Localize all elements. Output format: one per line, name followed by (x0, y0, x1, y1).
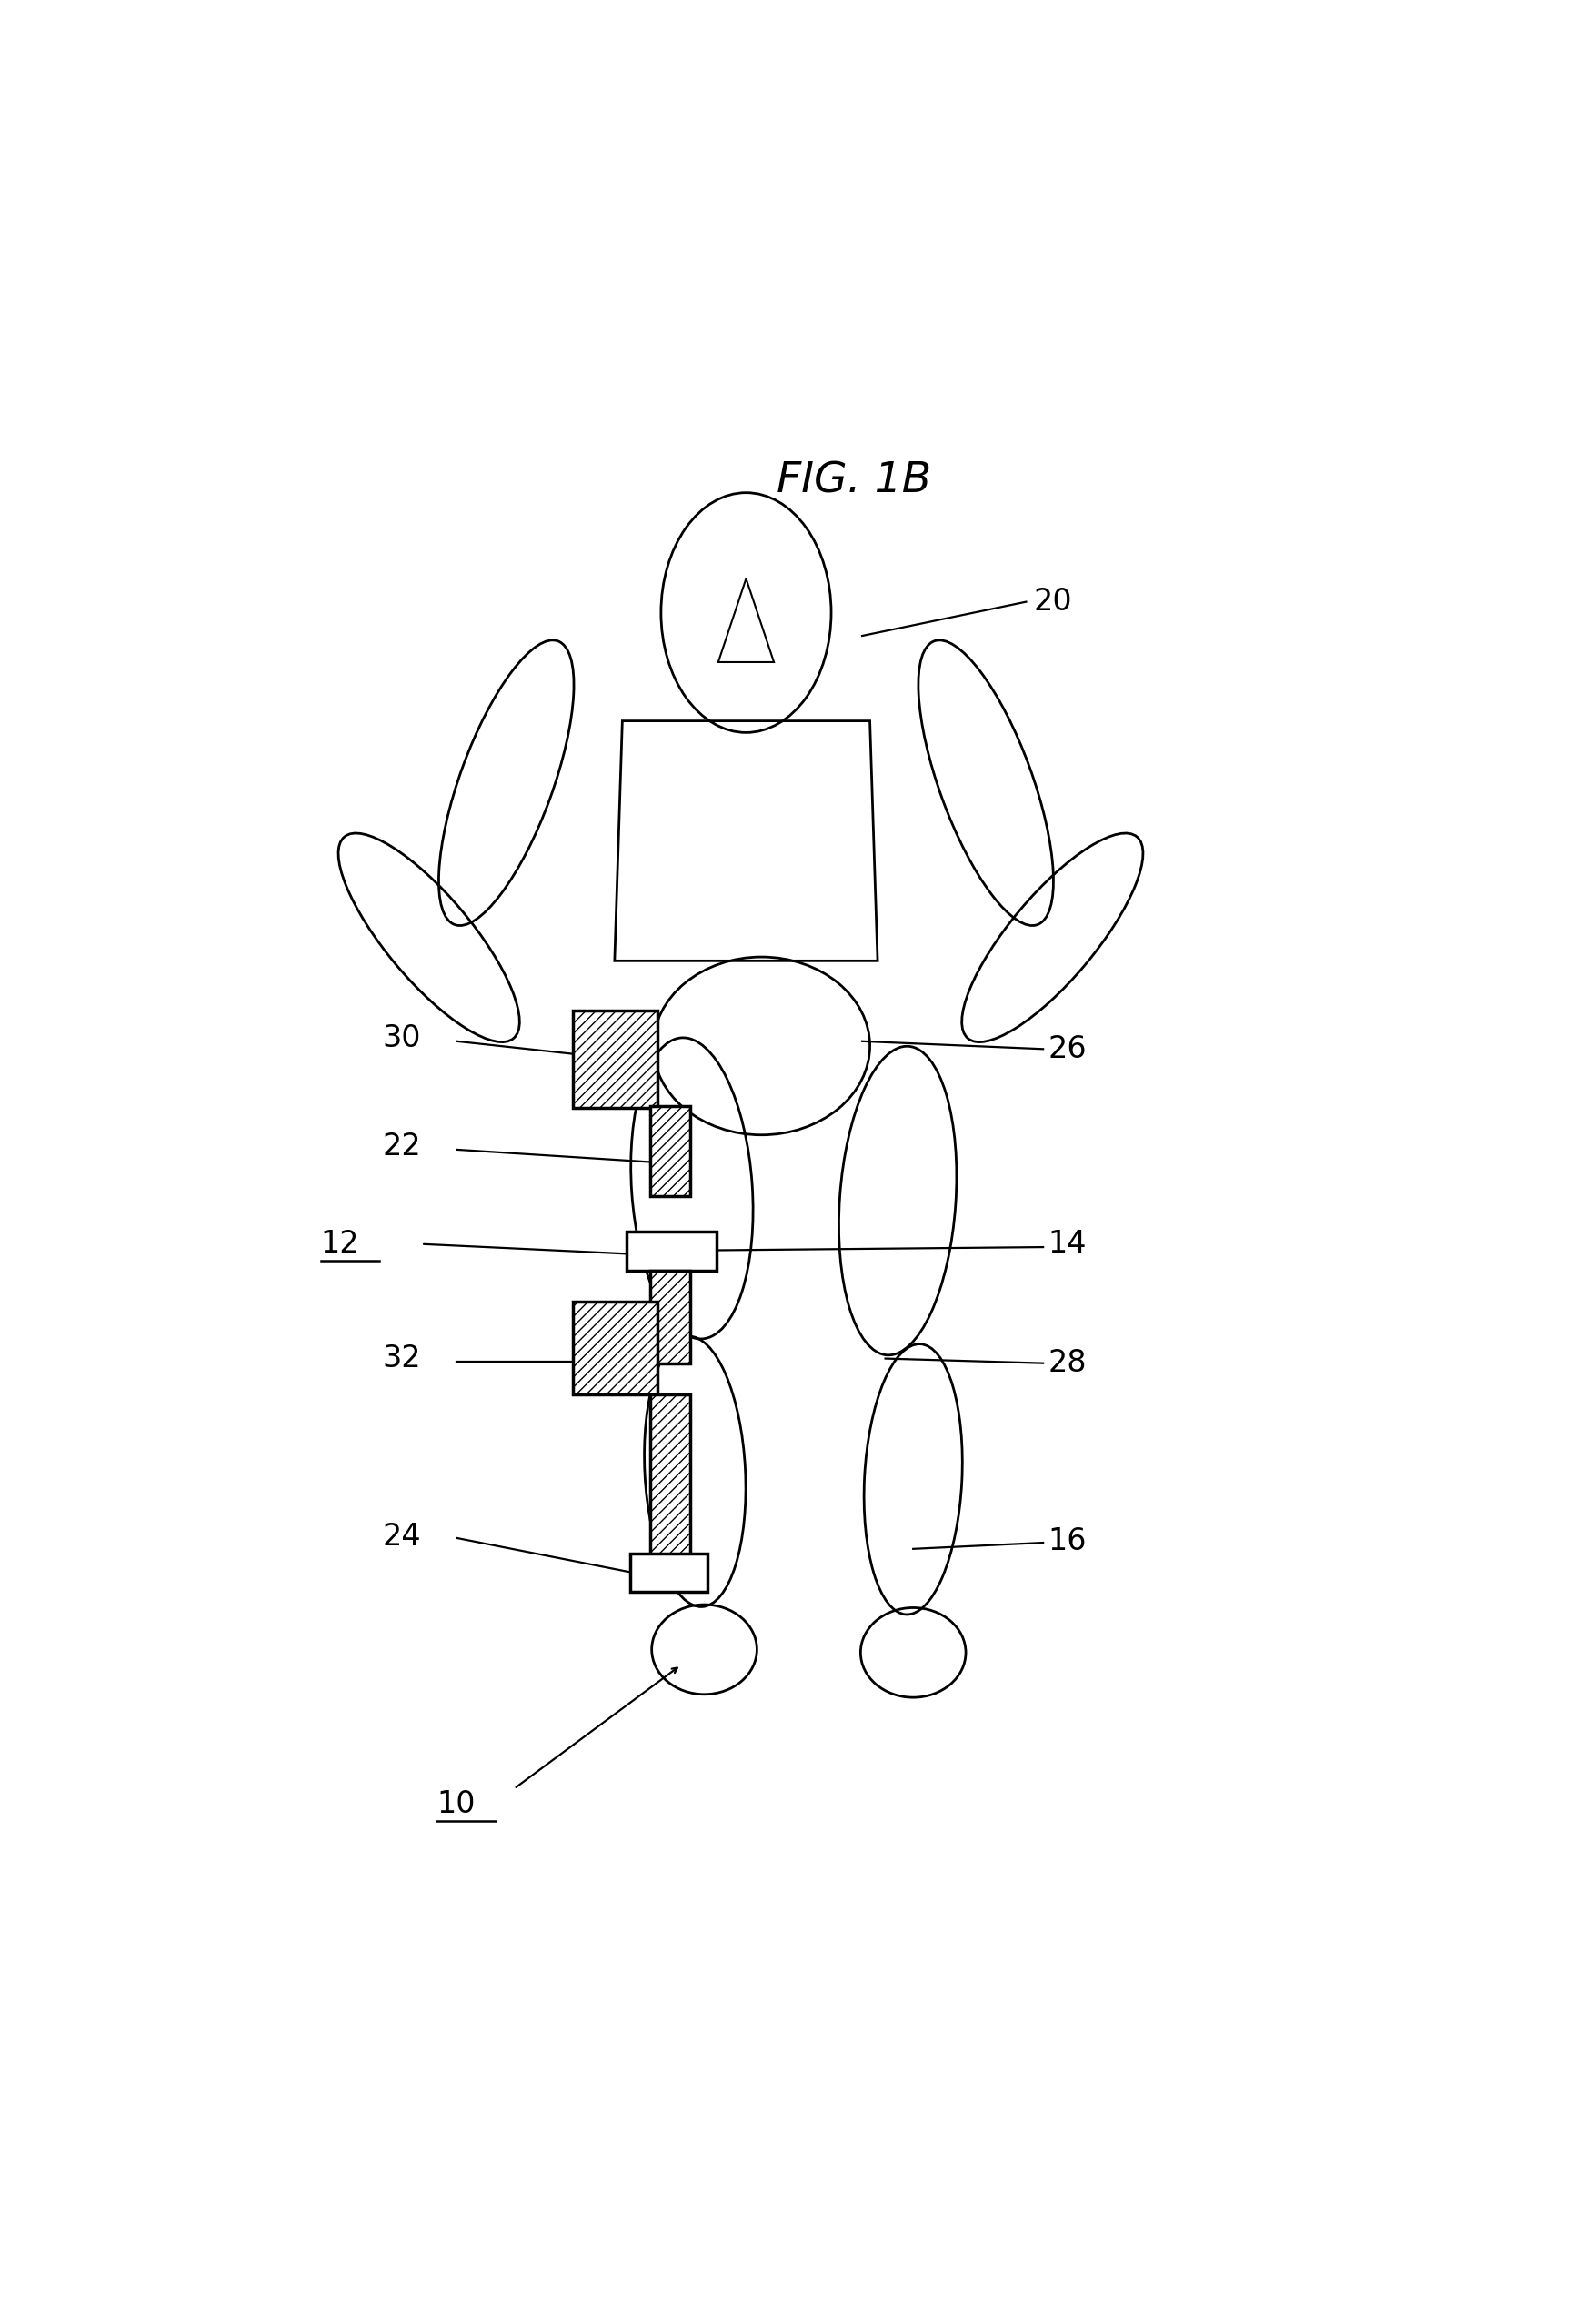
Text: 26: 26 (1048, 1034, 1087, 1064)
Text: 10: 10 (436, 1789, 476, 1820)
Bar (572, 1011, 658, 1109)
Text: 24: 24 (382, 1522, 422, 1552)
Text: 20: 20 (1033, 586, 1073, 616)
Text: FIG. 1B: FIG. 1B (777, 460, 932, 502)
Bar (631, 1552, 707, 1592)
Bar (650, 1394, 691, 1557)
Bar (628, 1232, 716, 1271)
Text: 16: 16 (1048, 1527, 1086, 1557)
Text: 22: 22 (382, 1132, 422, 1162)
Text: 14: 14 (1048, 1229, 1086, 1260)
Bar (650, 1106, 691, 1197)
Bar (572, 1301, 658, 1394)
Text: 28: 28 (1048, 1348, 1086, 1378)
Text: 30: 30 (382, 1023, 422, 1053)
Text: 32: 32 (382, 1343, 422, 1373)
Bar (650, 1271, 691, 1364)
Text: 12: 12 (320, 1229, 360, 1260)
